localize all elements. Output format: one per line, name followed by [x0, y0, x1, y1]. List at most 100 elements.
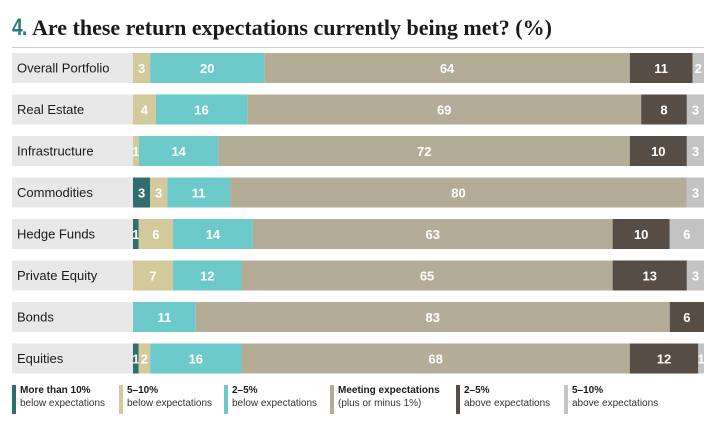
legend-label-line1: 5–10% [572, 385, 604, 396]
bar-segment [629, 53, 693, 83]
bar-segment [133, 219, 139, 249]
bar-value-label: 11 [654, 61, 668, 76]
bar-segment [172, 260, 242, 291]
bar-value-label: 83 [426, 310, 440, 325]
legend-swatch [119, 385, 123, 414]
category-label: Hedge Funds [17, 227, 96, 242]
bar-value-label: 2 [695, 61, 702, 76]
chart-title-row: 4. Are these return expectations current… [12, 14, 552, 44]
legend-swatch [564, 385, 568, 414]
bar-value-label: 3 [138, 186, 145, 201]
bar-value-label: 6 [683, 310, 690, 325]
bar-segment [629, 136, 687, 166]
legend-item: 5–10% below expectations [119, 384, 212, 416]
legend-swatch [224, 385, 228, 414]
bar-value-label: 2 [141, 352, 148, 367]
bar-value-label: 64 [440, 61, 455, 76]
bar-value-label: 12 [200, 269, 214, 284]
bar-value-label: 3 [138, 61, 145, 76]
bar-segment [150, 343, 242, 374]
legend: More than 10% below expectations 5–10% b… [12, 384, 704, 424]
bar-value-label: 3 [155, 186, 162, 201]
bar-segment [133, 260, 173, 291]
bar-value-label: 13 [643, 269, 657, 284]
bar-value-label: 3 [692, 144, 699, 159]
bar-value-label: 6 [683, 227, 690, 242]
legend-item: 5–10% above expectations [564, 384, 658, 416]
bar-segment [241, 343, 630, 374]
bar-segment [133, 177, 151, 208]
legend-label-line2: above expectations [572, 398, 659, 409]
bar-segment [612, 260, 687, 291]
legend-label-line2: above expectations [464, 398, 551, 409]
legend-label-line1: Meeting expectations [338, 385, 440, 396]
bar-segment [133, 136, 139, 166]
category-label: Equities [17, 351, 64, 366]
chart-number: 4. [12, 14, 27, 41]
bar-segment [133, 94, 156, 125]
bar-value-label: 7 [149, 269, 156, 284]
legend-item: 2–5% above expectations [456, 384, 550, 416]
bar-value-label: 16 [194, 103, 208, 118]
bar-value-label: 1 [698, 352, 705, 367]
category-label: Infrastructure [17, 144, 94, 159]
legend-label-line2: below expectations [20, 398, 106, 409]
bar-segment [138, 343, 151, 374]
category-band [12, 219, 133, 249]
category-label: Commodities [17, 185, 93, 200]
category-band [12, 260, 133, 291]
legend-label-line2: below expectations [127, 398, 213, 409]
bar-segment [195, 302, 670, 332]
bar-segment [641, 94, 687, 125]
bar-value-label: 3 [692, 269, 699, 284]
category-label: Private Equity [17, 268, 98, 283]
bar-segment [252, 219, 613, 249]
legend-label-line1: More than 10% [20, 385, 91, 396]
bar-segment [692, 53, 704, 83]
bar-value-label: 80 [451, 186, 465, 201]
bar-value-label: 10 [651, 144, 665, 159]
bar-segment [241, 260, 613, 291]
legend-label-line1: 5–10% [127, 385, 159, 396]
bar-value-label: 1 [132, 227, 139, 242]
legend-item: More than 10% below expectations [12, 384, 105, 416]
bar-segment [133, 53, 151, 83]
category-band [12, 302, 133, 332]
bar-segment [264, 53, 630, 83]
category-label: Bonds [17, 310, 54, 325]
bar-value-label: 63 [426, 227, 440, 242]
bar-segment [698, 343, 704, 374]
category-band [12, 136, 133, 166]
bar-value-label: 20 [200, 61, 214, 76]
chart-title: Are these return expectations currently … [32, 15, 552, 40]
legend-swatch [456, 385, 460, 414]
bar-segment [172, 219, 253, 249]
bar-segment [669, 302, 704, 332]
bar-value-label: 12 [657, 352, 671, 367]
bar-value-label: 6 [152, 227, 159, 242]
legend-label-line2: below expectations [232, 398, 318, 409]
bar-value-label: 68 [428, 352, 442, 367]
bar-segment [150, 177, 168, 208]
bar-segment [155, 94, 248, 125]
bar-value-label: 65 [420, 269, 434, 284]
bar-segment [138, 219, 173, 249]
legend-label-line2: (plus or minus 1%) [338, 398, 422, 409]
bar-value-label: 14 [171, 144, 186, 159]
bar-segment [612, 219, 670, 249]
bar-value-label: 11 [158, 310, 172, 325]
bar-value-label: 3 [692, 186, 699, 201]
bar-segment [686, 177, 704, 208]
legend-label-line1: 2–5% [464, 385, 490, 396]
bar-segment [669, 219, 704, 249]
category-band [12, 53, 133, 83]
legend-swatch [12, 385, 16, 414]
category-label: Real Estate [17, 102, 84, 117]
legend-item: Meeting expectations (plus or minus 1%) [330, 384, 440, 416]
category-band [12, 94, 133, 125]
bar-segment [629, 343, 699, 374]
legend-label-line1: 2–5% [232, 385, 258, 396]
bar-value-label: 3 [692, 103, 699, 118]
bar-segment [686, 94, 704, 125]
